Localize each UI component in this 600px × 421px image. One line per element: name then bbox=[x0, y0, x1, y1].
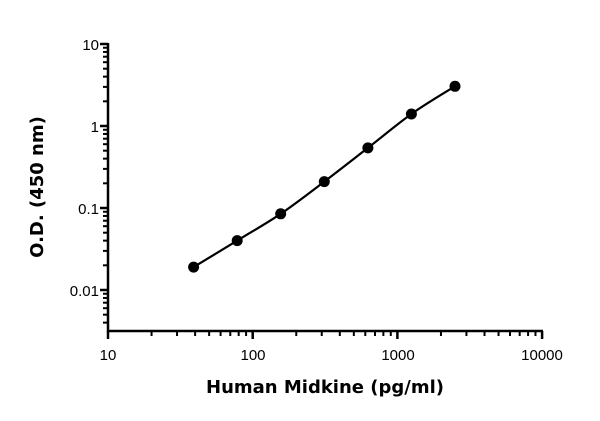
y-axis-title: O.D. (450 nm) bbox=[27, 116, 48, 258]
data-point bbox=[318, 176, 330, 188]
y-axis-major-ticks bbox=[100, 42, 108, 292]
data-point bbox=[275, 208, 287, 220]
data-point bbox=[449, 80, 461, 92]
x-tick-label-10: 10 bbox=[100, 347, 117, 364]
x-axis-title: Human Midkine (pg/ml) bbox=[206, 377, 444, 398]
data-point bbox=[405, 108, 417, 120]
y-tick-label-0.1: 0.1 bbox=[78, 201, 99, 218]
data-point bbox=[188, 261, 200, 273]
x-tick-label-10000: 10000 bbox=[521, 347, 563, 364]
y-tick-label-10: 10 bbox=[82, 37, 99, 54]
data-point bbox=[231, 235, 243, 247]
data-point bbox=[362, 142, 374, 154]
x-axis-major-ticks bbox=[106, 331, 544, 339]
data-points bbox=[188, 80, 461, 273]
x-tick-label-1000: 1000 bbox=[381, 347, 414, 364]
y-tick-label-1: 1 bbox=[91, 119, 99, 136]
y-tick-label-0.01: 0.01 bbox=[70, 283, 99, 300]
x-tick-label-100: 100 bbox=[240, 347, 265, 364]
